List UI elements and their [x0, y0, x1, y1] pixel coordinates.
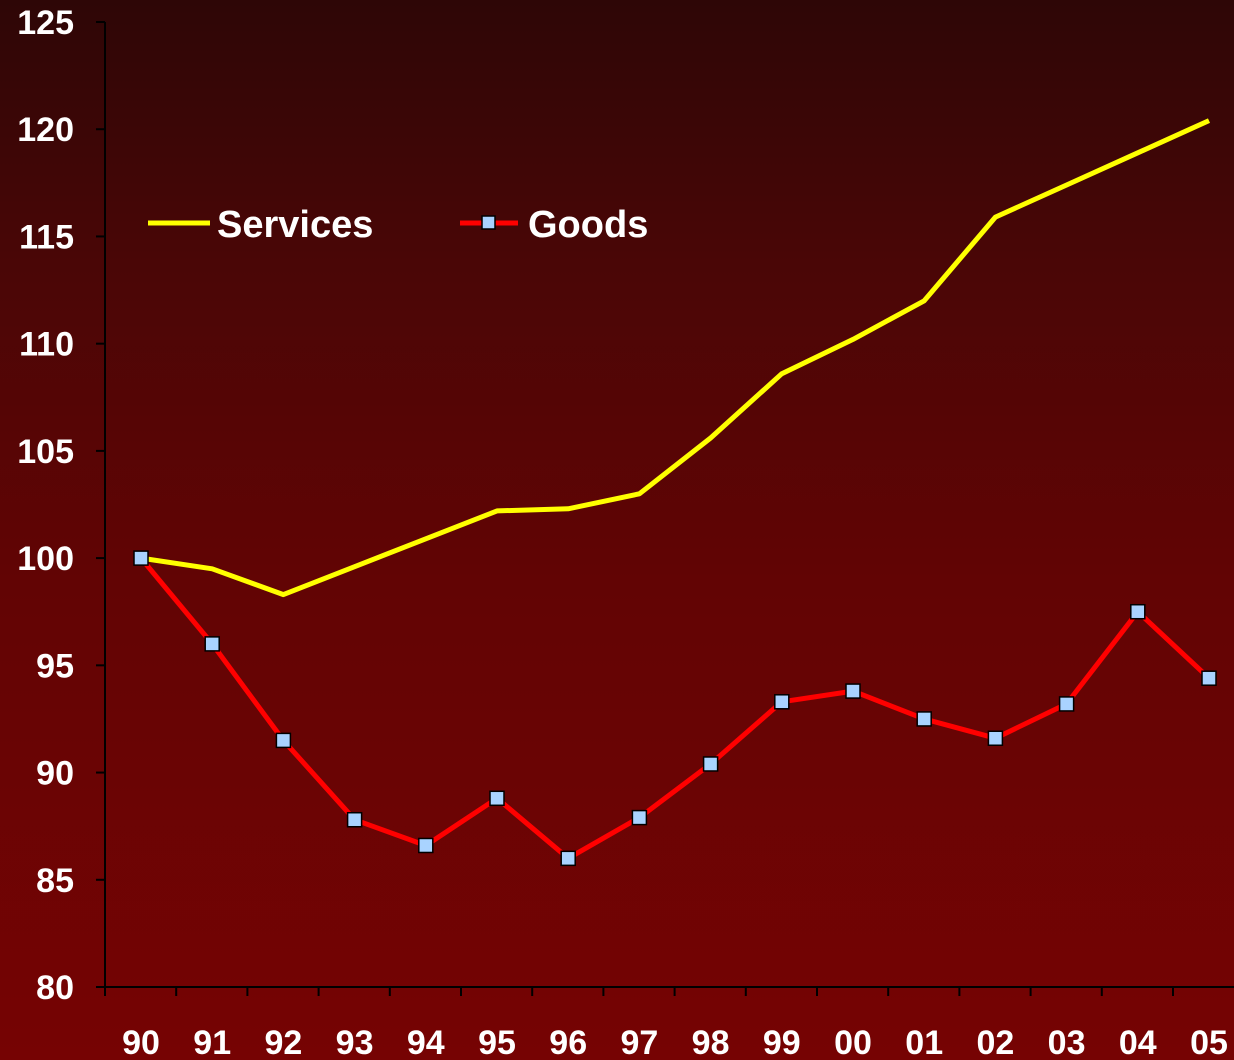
data-point-goods: [489, 790, 505, 807]
data-point-goods: [702, 756, 719, 772]
data-point-goods: [987, 730, 1004, 746]
data-point-goods: [631, 809, 648, 826]
x-tick-label: 91: [193, 1024, 231, 1060]
x-tick-label: 05: [1190, 1024, 1228, 1060]
x-tick-label: 04: [1119, 1024, 1157, 1060]
data-point-goods: [560, 850, 576, 867]
x-tick-label: 95: [478, 1024, 516, 1060]
legend-marker-goods: [481, 215, 496, 230]
axes: [104, 22, 1234, 988]
data-point-goods: [916, 711, 932, 727]
x-tick-label: 99: [763, 1024, 801, 1060]
data-point-goods: [1130, 603, 1146, 620]
legend-label-services: Services: [217, 204, 373, 246]
data-point-goods: [1058, 696, 1075, 712]
y-tick-label: 85: [36, 862, 74, 900]
series-line-services: [140, 118, 1211, 598]
legend-item-goods: Goods: [460, 204, 648, 246]
x-tick-label: 94: [407, 1024, 445, 1060]
data-point-goods: [845, 683, 861, 699]
x-tick-label: 98: [692, 1024, 730, 1060]
data-point-goods: [204, 636, 220, 652]
data-point-goods: [346, 811, 363, 828]
series-services: [140, 118, 1211, 598]
x-tick-label: 01: [905, 1024, 943, 1060]
series-layer: [133, 118, 1217, 867]
y-tick-label: 95: [36, 647, 74, 685]
x-axis-ticks: 90 91 92 93 94 95 96 97 98 99 00 01 02 03 04 05: [104, 987, 1228, 1060]
legend: Services Goods: [148, 204, 648, 246]
legend-item-services: Services: [148, 204, 373, 246]
y-tick-label: 80: [36, 969, 74, 1007]
data-point-goods: [133, 550, 149, 566]
x-tick-label: 96: [549, 1024, 587, 1060]
y-tick-label: 100: [17, 540, 74, 578]
x-tick-label: 93: [336, 1024, 374, 1060]
x-tick-label: 02: [976, 1024, 1014, 1060]
x-tick-label: 03: [1048, 1024, 1086, 1060]
legend-label-goods: Goods: [528, 204, 648, 246]
y-tick-label: 105: [17, 433, 74, 471]
data-point-goods: [1201, 670, 1217, 686]
x-tick-label: 92: [264, 1024, 302, 1060]
series-line-goods: [139, 556, 1211, 861]
y-tick-label: 115: [19, 218, 74, 256]
x-tick-label: 97: [620, 1024, 658, 1060]
y-tick-label: 125: [17, 4, 74, 42]
data-point-goods: [275, 732, 292, 749]
x-tick-label: 00: [834, 1024, 872, 1060]
y-tick-label: 120: [17, 111, 74, 149]
y-tick-label: 90: [36, 755, 74, 793]
data-point-goods: [774, 694, 790, 710]
y-tick-label: 110: [19, 326, 74, 364]
y-axis-ticks: 80 85 90 95 100 105 110 115 120 125: [17, 4, 105, 1007]
x-tick-label: 90: [122, 1024, 160, 1060]
data-point-goods: [418, 837, 434, 854]
series-goods: [133, 550, 1217, 867]
